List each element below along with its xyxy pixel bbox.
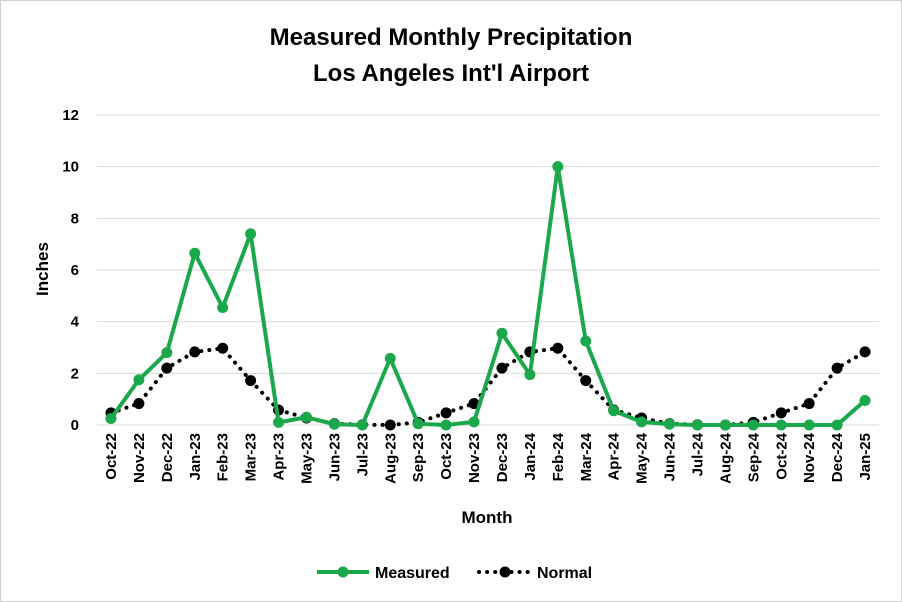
x-tick-label: Oct-24 bbox=[773, 432, 790, 479]
data-point-measured bbox=[859, 394, 871, 406]
data-point-measured bbox=[161, 347, 173, 359]
x-tick-label: May-24 bbox=[634, 432, 651, 484]
data-point-normal bbox=[384, 419, 396, 431]
data-point-measured bbox=[636, 416, 648, 428]
data-point-measured bbox=[384, 352, 396, 364]
series-line-measured bbox=[109, 164, 867, 427]
data-point-normal bbox=[831, 362, 843, 374]
x-tick-label: Sep-23 bbox=[410, 433, 427, 482]
data-point-measured bbox=[300, 411, 312, 423]
data-point-measured bbox=[496, 327, 508, 339]
series-line-normal bbox=[108, 346, 868, 427]
data-point-measured bbox=[440, 419, 452, 431]
data-point-normal bbox=[552, 342, 564, 354]
x-tick-label: Nov-22 bbox=[131, 433, 148, 483]
x-tick-label: Dec-24 bbox=[829, 432, 846, 482]
data-point-measured bbox=[328, 418, 340, 430]
data-point-measured bbox=[831, 419, 843, 431]
x-tick-label: May-23 bbox=[298, 433, 315, 484]
x-tick-label: Jul-23 bbox=[354, 433, 371, 476]
x-tick-label: Jul-24 bbox=[689, 432, 706, 476]
y-tick-label: 0 bbox=[71, 417, 79, 434]
x-tick-label: Oct-22 bbox=[103, 433, 120, 480]
data-point-measured bbox=[524, 369, 536, 381]
y-tick-label: 10 bbox=[62, 159, 79, 176]
y-tick-label: 12 bbox=[62, 107, 79, 124]
x-tick-label: Apr-24 bbox=[606, 432, 623, 480]
data-point-measured bbox=[273, 416, 285, 428]
data-point-normal bbox=[803, 398, 815, 410]
data-point-normal bbox=[580, 375, 592, 387]
x-tick-label: Dec-23 bbox=[494, 433, 511, 482]
data-point-measured bbox=[664, 418, 676, 430]
y-tick-label: 2 bbox=[71, 365, 79, 382]
data-point-measured bbox=[412, 418, 424, 430]
data-point-measured bbox=[608, 405, 620, 417]
data-point-normal bbox=[775, 407, 787, 419]
data-point-normal bbox=[161, 362, 173, 374]
x-tick-label: Jan-25 bbox=[857, 433, 874, 481]
x-tick-label: Jan-23 bbox=[187, 433, 204, 481]
data-point-measured bbox=[105, 413, 117, 425]
x-tick-label: Aug-24 bbox=[717, 432, 734, 483]
data-point-measured bbox=[580, 335, 592, 347]
x-tick-label: Mar-24 bbox=[578, 432, 595, 481]
data-point-measured bbox=[356, 419, 368, 431]
data-point-normal bbox=[189, 346, 201, 358]
legend-normal-label: Normal bbox=[537, 565, 592, 582]
data-point-measured bbox=[747, 419, 759, 431]
x-tick-label: Dec-22 bbox=[159, 433, 176, 482]
x-tick-label: Mar-23 bbox=[243, 433, 260, 481]
y-tick-labels: 0 2 4 6 8 10 12 bbox=[62, 107, 79, 434]
data-point-measured bbox=[468, 416, 480, 428]
data-point-measured bbox=[719, 419, 731, 431]
x-tick-label: Aug-23 bbox=[382, 433, 399, 484]
data-point-normal bbox=[859, 346, 871, 358]
data-point-measured bbox=[133, 374, 145, 386]
x-tick-label: Sep-24 bbox=[745, 432, 762, 482]
x-tick-labels: Oct-22 Nov-22 Dec-22 Jan-23 Feb-23 Mar-23 Apr-… bbox=[103, 432, 874, 484]
legend-measured-label: Measured bbox=[375, 565, 450, 582]
series-layer bbox=[105, 161, 871, 431]
y-tick-label: 4 bbox=[71, 314, 80, 331]
chart-title-line2: Los Angeles Int'l Airport bbox=[313, 60, 589, 87]
gridlines bbox=[97, 114, 879, 426]
data-point-normal bbox=[440, 407, 452, 419]
data-point-measured bbox=[803, 419, 815, 431]
x-tick-label: Feb-23 bbox=[215, 433, 232, 481]
x-tick-label: Apr-23 bbox=[271, 433, 288, 481]
legend-normal-marker bbox=[499, 566, 511, 578]
legend: Measured Normal bbox=[317, 565, 592, 582]
data-point-measured bbox=[217, 301, 229, 313]
y-tick-label: 6 bbox=[71, 262, 79, 279]
data-point-normal bbox=[133, 398, 145, 410]
y-axis-title: Inches bbox=[33, 242, 52, 296]
x-tick-label: Nov-24 bbox=[801, 432, 818, 483]
data-point-normal bbox=[468, 398, 480, 410]
x-tick-label: Jun-24 bbox=[662, 432, 679, 481]
data-point-normal bbox=[245, 375, 257, 387]
x-tick-label: Oct-23 bbox=[438, 433, 455, 480]
y-tick-label: 8 bbox=[71, 210, 79, 227]
x-tick-label: Jun-23 bbox=[326, 433, 343, 481]
x-tick-label: Feb-24 bbox=[550, 432, 567, 481]
chart-title-line1: Measured Monthly Precipitation bbox=[270, 24, 633, 51]
data-point-measured bbox=[775, 419, 787, 431]
x-axis-title: Month bbox=[462, 508, 513, 527]
data-point-normal bbox=[496, 362, 508, 374]
data-point-measured bbox=[552, 161, 564, 173]
data-point-measured bbox=[245, 228, 257, 240]
x-tick-label: Jan-24 bbox=[522, 432, 539, 480]
legend-measured-marker bbox=[337, 566, 349, 578]
data-point-normal bbox=[217, 342, 229, 354]
x-tick-label: Nov-23 bbox=[466, 433, 483, 483]
data-point-measured bbox=[189, 247, 201, 259]
data-point-measured bbox=[691, 419, 703, 431]
